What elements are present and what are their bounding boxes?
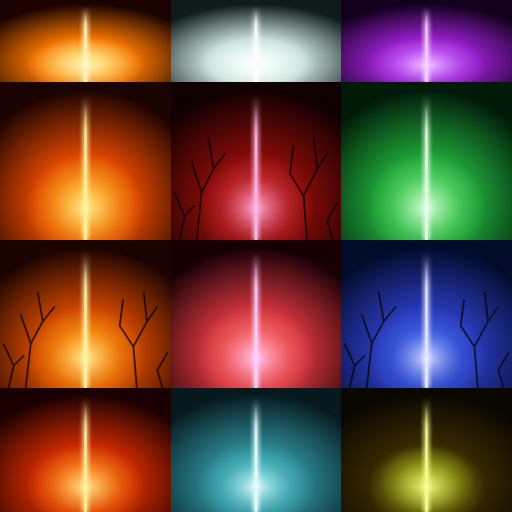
tile-orange-top-art bbox=[0, 0, 171, 82]
tile-white-top bbox=[171, 0, 341, 82]
tile-blue-forest bbox=[341, 240, 512, 388]
tile-red-orange-art bbox=[0, 82, 171, 240]
tile-orange-bottom bbox=[0, 388, 171, 512]
tile-purple-top-art bbox=[341, 0, 512, 82]
tile-red-forest-art bbox=[171, 82, 341, 240]
tile-pink-red-art bbox=[171, 240, 341, 388]
tile-pink-red bbox=[171, 240, 341, 388]
tile-red-forest-tree-silhouette bbox=[173, 137, 339, 240]
tile-yellow-bottom bbox=[341, 388, 512, 512]
tile-teal-bottom bbox=[171, 388, 341, 512]
tile-orange-top bbox=[0, 0, 171, 82]
tile-orange-forest-tree-silhouette bbox=[2, 291, 169, 388]
tile-purple-top bbox=[341, 0, 512, 82]
tile-yellow-bottom-art bbox=[341, 388, 512, 512]
tile-blue-forest-tree-silhouette bbox=[343, 291, 510, 388]
tile-green bbox=[341, 82, 512, 240]
tile-green-art bbox=[341, 82, 512, 240]
tile-white-top-art bbox=[171, 0, 341, 82]
tile-teal-bottom-art bbox=[171, 388, 341, 512]
tile-red-orange bbox=[0, 82, 171, 240]
tile-orange-bottom-art bbox=[0, 388, 171, 512]
tile-orange-forest bbox=[0, 240, 171, 388]
tile-orange-forest-art bbox=[0, 240, 171, 388]
tile-red-forest bbox=[171, 82, 341, 240]
tile-blue-forest-art bbox=[341, 240, 512, 388]
